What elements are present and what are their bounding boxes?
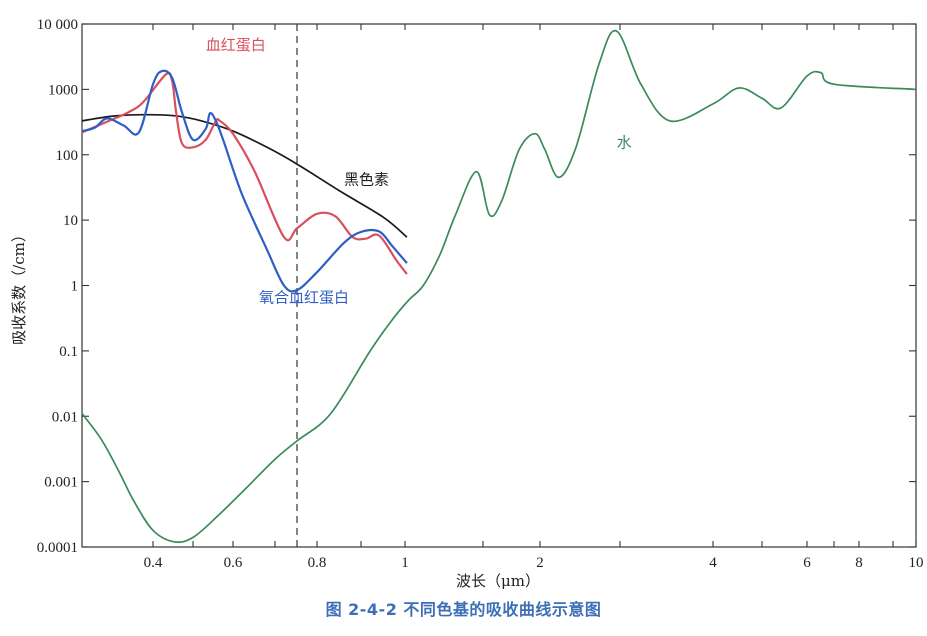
x-axis-title: 波长（μm） [456, 572, 540, 590]
figure-caption: 图 2-4-2 不同色基的吸收曲线示意图 [325, 600, 602, 619]
y-tick-label: 1000 [48, 82, 78, 98]
series-layer [81, 29, 917, 544]
x-axis-ticks: 0.4 0.6 0.8 1 2 4 6 8 10 [144, 24, 924, 571]
y-axis-ticks: 10 000 1000 100 10 1 0.1 0.01 0.001 0.0001 [37, 17, 916, 556]
x-tick-label: 0.8 [308, 555, 327, 571]
x-tick-label: 1 [401, 555, 409, 571]
plot-border [81, 23, 917, 548]
y-tick-label: 10 000 [37, 17, 78, 33]
series-label-water: 水 [617, 133, 632, 151]
x-tick-label: 4 [709, 555, 717, 571]
series-label-melanin: 黑色素 [344, 171, 389, 189]
series-line-water [81, 29, 917, 544]
x-tick-label: 0.4 [144, 555, 163, 571]
x-tick-label: 2 [536, 555, 544, 571]
y-tick-label: 10 [63, 213, 78, 229]
y-tick-label: 0.01 [52, 409, 78, 425]
y-tick-label: 0.001 [44, 475, 78, 491]
y-tick-label: 0.0001 [37, 540, 78, 556]
x-tick-label: 0.6 [224, 555, 243, 571]
plot-frame [81, 23, 917, 548]
series-line-melanin [81, 113, 408, 238]
x-tick-label: 8 [855, 555, 863, 571]
y-axis-title: 吸收系数（/cm） [10, 227, 28, 345]
y-tick-label: 1 [71, 279, 79, 295]
x-tick-label: 10 [909, 555, 924, 571]
series-label-hemoglobin: 血红蛋白 [206, 36, 266, 54]
series-label-oxyhemoglobin: 氧合血红蛋白 [259, 288, 349, 306]
y-tick-label: 0.1 [59, 344, 78, 360]
series-line-hemoglobin [81, 71, 408, 275]
y-tick-label: 100 [56, 148, 79, 164]
x-tick-label: 6 [803, 555, 811, 571]
series-line-oxyhemoglobin [81, 69, 408, 293]
